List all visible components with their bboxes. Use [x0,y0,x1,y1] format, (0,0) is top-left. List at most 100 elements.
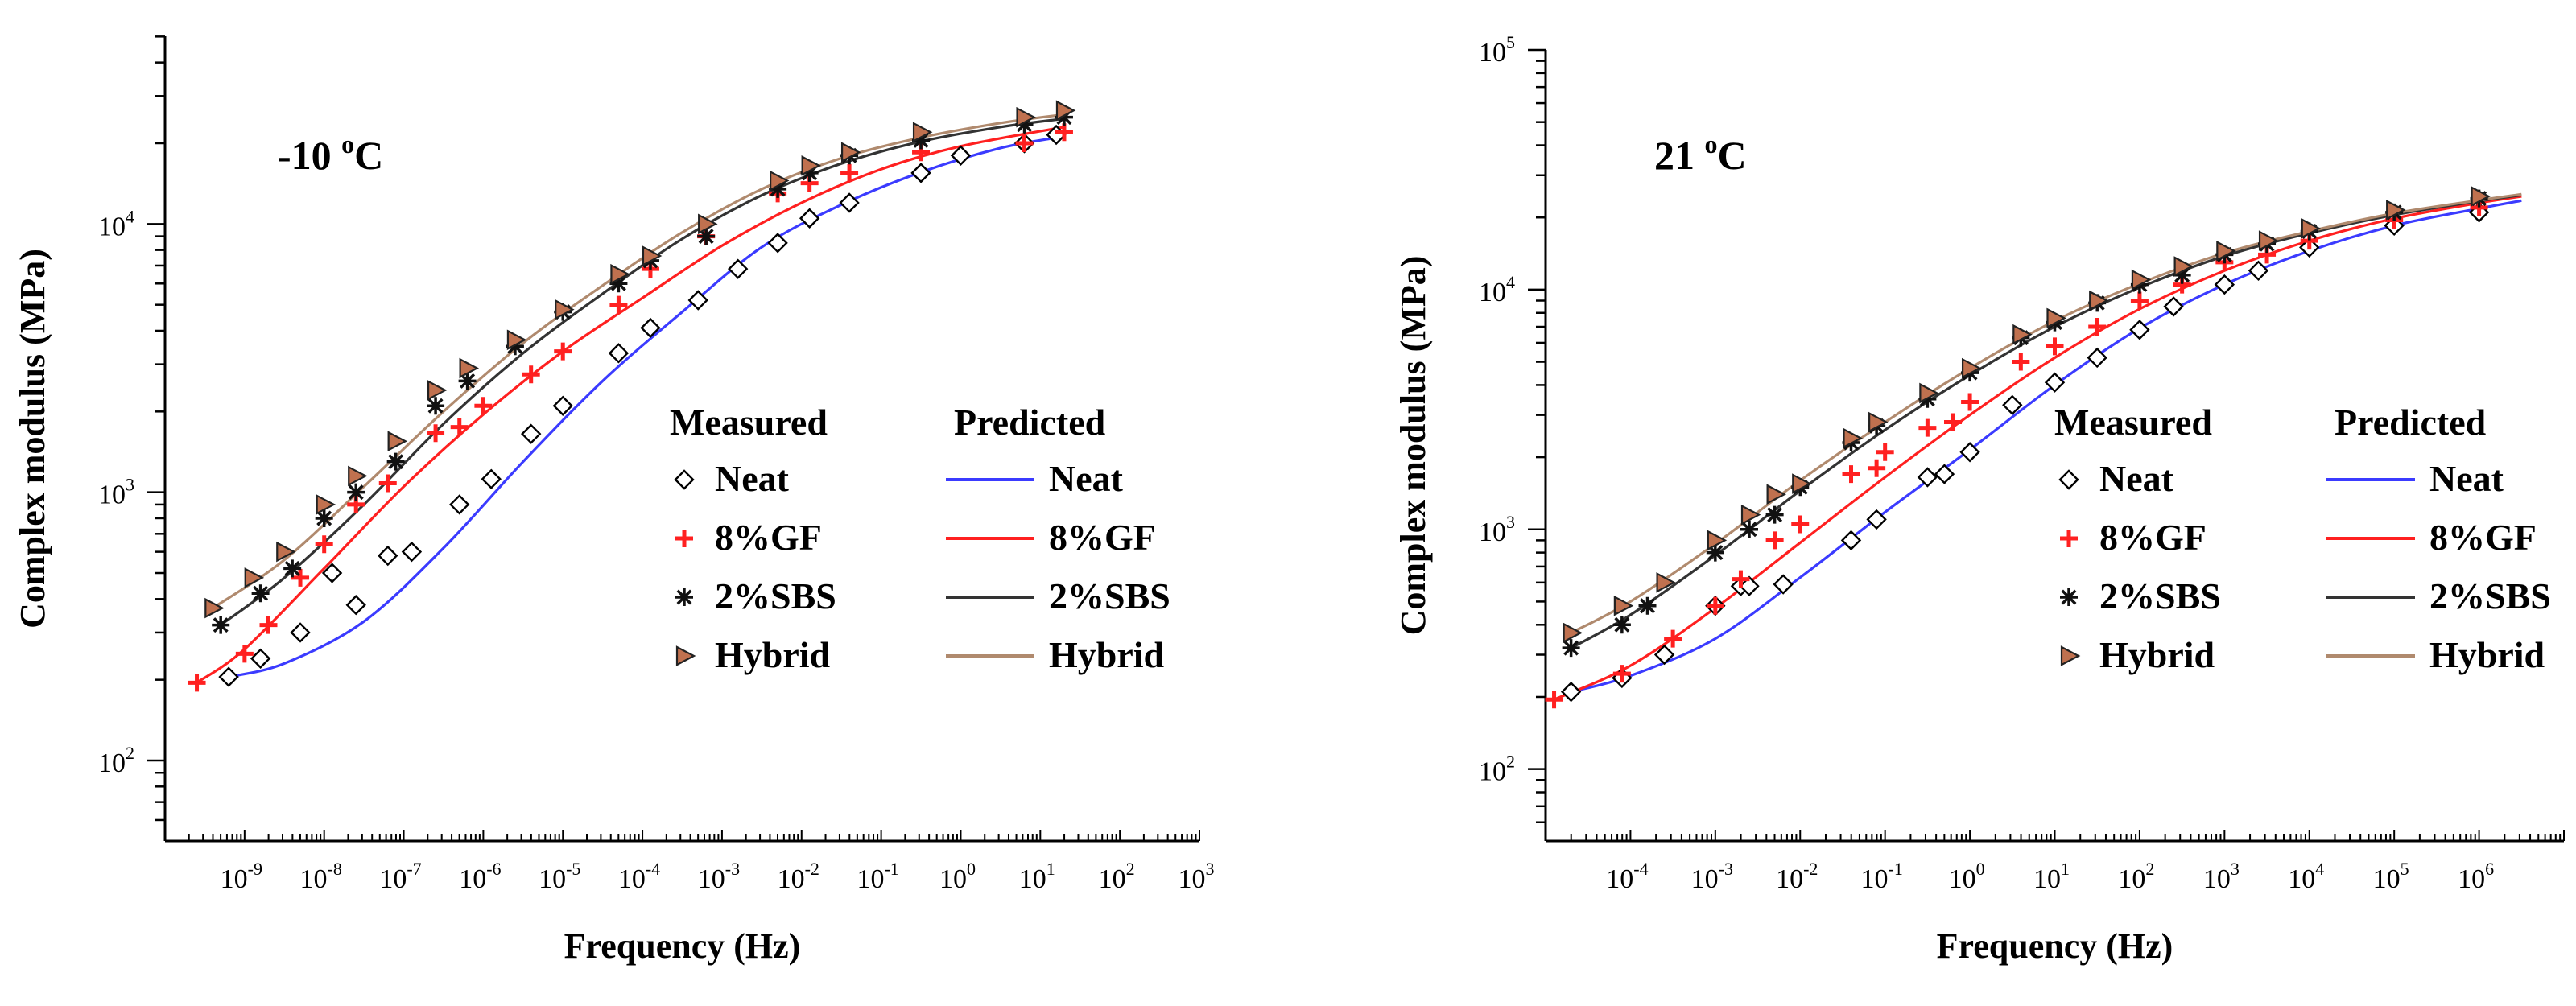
measured-point-hybrid [2216,240,2236,262]
measured-point-gf [1842,465,1860,484]
temperature-label: 21 oC [1654,130,1747,178]
measured-point-neat [1934,464,1955,484]
measured-point-neat [481,468,502,489]
measured-point-sbs [458,372,477,390]
predicted-line-neat [1571,199,2522,694]
x-tick-label: 10-2 [778,859,819,894]
y-tick-label: 104 [98,206,134,241]
x-tick-label: 10-8 [300,859,342,894]
measured-point-neat [1866,509,1887,530]
measured-point-sbs [1055,108,1073,126]
measured-point-neat [1917,467,1938,488]
legend-marker-hybrid [2060,645,2081,666]
measured-point-hybrid [2386,200,2406,221]
measured-point-hybrid [840,142,861,163]
measured-point-sbs [347,483,365,501]
measured-point-gf [1664,629,1682,648]
measured-point-gf [1868,459,1886,477]
measured-point-hybrid [1563,622,1583,644]
measured-point-gf [1732,570,1750,588]
measured-point-gf [1961,393,1979,411]
measured-point-hybrid [1843,427,1863,449]
measured-point-hybrid [2471,186,2491,207]
measured-point-sbs [212,616,230,634]
chart-panel-1: 102 103 104 10-9 10-8 10-7 10-6 10-5 10-4 10-3 10-… [13,35,1215,966]
measured-point-hybrid [2089,290,2109,311]
measured-point-neat [1773,574,1794,595]
measured-point-sbs [427,397,445,415]
x-tick-label: 103 [2203,859,2240,894]
measured-point-neat [345,595,366,616]
x-tick-label: 101 [2033,859,2070,894]
measured-point-gf [1545,691,1563,709]
y-axis-title: Complex modulus (MPa) [1393,256,1433,636]
legend-measured-label: 2%SBS [2099,575,2221,616]
x-tick-label: 102 [1099,859,1135,894]
measured-point-neat [640,317,661,339]
measured-point-neat [2087,347,2107,369]
legend-predicted-title: Predicted [954,402,1106,443]
x-tick-label: 10-6 [459,859,501,894]
predicted-line-sbs [220,117,1065,626]
measured-point-gf [427,424,445,443]
y-tick-label: 103 [98,475,134,510]
measured-point-neat [727,258,749,279]
legend-measured-label: Hybrid [715,634,831,675]
x-tick-label: 100 [1949,859,1985,894]
legend-measured-label: Hybrid [2099,634,2215,675]
measured-point-neat [552,395,573,416]
measured-point-hybrid [2013,324,2033,345]
measured-point-gf [1055,123,1073,142]
x-tick-label: 10-4 [1606,859,1648,894]
legend-marker-sbs [2060,588,2078,606]
measured-point-neat [910,163,931,183]
y-tick-label: 104 [1479,272,1515,307]
x-tick-label: 100 [939,859,976,894]
measured-point-sbs [386,452,405,471]
measured-point-hybrid [204,597,225,619]
measured-point-hybrid [427,380,448,401]
measured-point-sbs [769,179,787,198]
measured-point-neat [218,666,239,687]
measured-point-hybrid [770,170,790,192]
measured-point-hybrid [698,213,718,235]
x-axis-title: Frequency (Hz) [564,926,801,966]
measured-point-hybrid [387,431,408,452]
legend-predicted-label: 8%GF [2429,517,2537,558]
measured-point-neat [1840,530,1862,551]
measured-point-gf [1918,418,1937,437]
measured-point-hybrid [1766,484,1786,505]
x-tick-label: 10-2 [1776,859,1818,894]
y-tick-label: 105 [1479,32,1515,68]
measured-point-hybrid [348,465,368,487]
measured-point-neat [250,648,271,669]
legend-measured-label: 8%GF [715,517,822,558]
measured-point-sbs [315,509,333,527]
predicted-line-gf [196,126,1065,684]
measured-point-neat [839,192,860,213]
measured-point-gf [1791,515,1810,534]
measured-point-neat [1653,644,1675,666]
measured-point-hybrid [1707,530,1728,551]
measured-point-neat [2214,274,2235,295]
measured-point-neat [2248,260,2269,281]
measured-point-sbs [800,163,819,182]
measured-point-hybrid [506,329,527,351]
measured-point-hybrid [2046,307,2066,329]
legend-marker-neat [674,469,695,490]
measured-point-neat [687,290,708,311]
measured-point-sbs [251,584,270,603]
measured-point-hybrid [2174,256,2194,277]
measured-point-sbs [283,559,302,578]
measured-point-gf [2130,291,2149,310]
measured-point-hybrid [1613,595,1634,616]
measured-point-neat [767,233,788,254]
measured-point-neat [290,622,311,643]
predicted-line-gf [1553,195,2522,701]
measured-point-gf [315,535,333,554]
x-tick-label: 10-3 [1691,859,1733,894]
measured-point-sbs [1562,639,1580,658]
measured-point-hybrid [1740,504,1761,526]
chart-panel-2: 102 103 104 105 10-4 10-3 10-2 10-1 100 101 102 103… [1393,32,2565,966]
measured-point-gf [378,474,397,493]
